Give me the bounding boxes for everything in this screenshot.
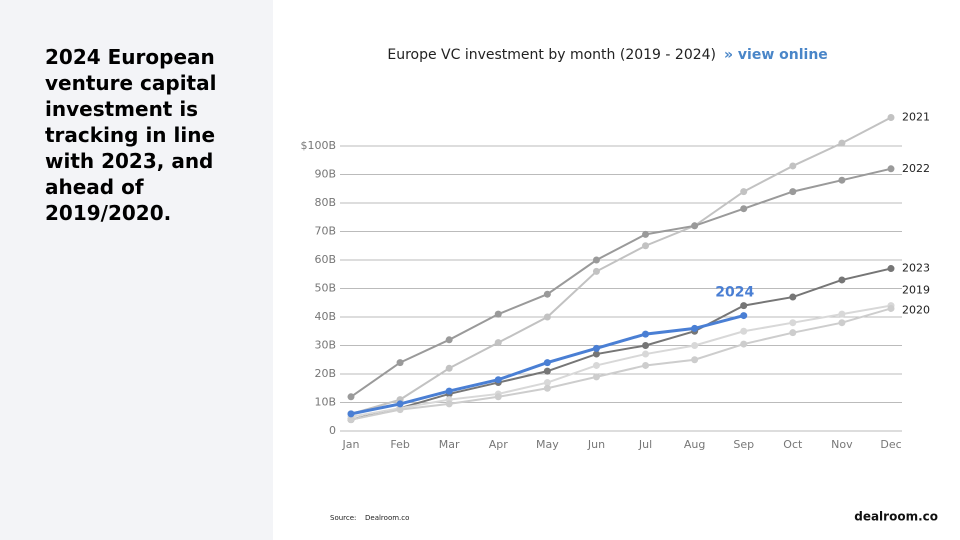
x-tick-label: Mar — [439, 438, 460, 451]
series-line — [350, 304, 892, 418]
data-point — [592, 373, 600, 381]
data-point — [347, 416, 355, 424]
x-tick-label: Jun — [587, 438, 605, 451]
data-point — [592, 344, 600, 352]
data-point — [642, 342, 650, 349]
x-tick-label: Oct — [783, 438, 803, 451]
data-point — [494, 310, 502, 318]
brand-logo: dealroom.co — [854, 510, 938, 524]
data-point — [887, 265, 895, 273]
y-tick-label: 10B — [314, 396, 336, 409]
data-point — [642, 361, 650, 369]
x-tick-label: Nov — [831, 438, 853, 451]
data-point — [494, 376, 502, 384]
data-point — [642, 242, 650, 250]
data-point — [740, 327, 748, 335]
y-tick-label: 40B — [314, 310, 336, 323]
data-point — [494, 393, 502, 401]
data-point — [838, 276, 846, 284]
y-tick-label: 70B — [314, 225, 336, 238]
source: Dealroom.co — [365, 514, 409, 522]
x-tick-label: Sep — [733, 438, 754, 451]
series-label: 2020 — [902, 303, 930, 316]
data-point — [838, 176, 846, 184]
data-point — [740, 340, 748, 348]
data-point — [347, 410, 355, 418]
headline: 2024 European venture capital investment… — [45, 45, 217, 225]
data-point — [592, 256, 600, 264]
series-label: 2024 — [715, 285, 754, 301]
data-point — [494, 339, 502, 347]
data-point — [592, 361, 600, 369]
x-tick-label: Dec — [880, 438, 901, 451]
series-line — [350, 307, 892, 421]
chart-title: Europe VC investment by month (2019 - 20… — [387, 47, 716, 63]
data-point — [691, 356, 699, 364]
data-point — [740, 188, 748, 196]
data-point — [543, 290, 551, 298]
data-point — [642, 350, 650, 358]
data-point — [445, 336, 453, 344]
data-point — [396, 400, 404, 408]
data-point — [691, 324, 699, 332]
series-label: 2022 — [902, 162, 930, 175]
data-point — [592, 267, 600, 275]
data-point — [887, 304, 895, 312]
y-tick-label: 30B — [314, 339, 336, 352]
series-line — [350, 267, 892, 421]
y-tick-label: $100B — [300, 139, 336, 152]
data-point — [887, 165, 895, 173]
data-point — [887, 114, 895, 121]
x-tick-label: Jan — [342, 438, 360, 451]
data-point — [396, 359, 404, 367]
data-point — [543, 313, 551, 321]
data-point — [740, 302, 748, 310]
data-point — [445, 364, 453, 372]
data-point — [543, 379, 551, 387]
data-point — [543, 367, 551, 375]
x-tick-label: Feb — [390, 438, 409, 451]
data-point — [445, 400, 453, 408]
data-point — [642, 230, 650, 238]
y-tick-label: 60B — [314, 253, 336, 266]
data-point — [740, 205, 748, 213]
x-tick-label: May — [536, 438, 559, 451]
y-tick-label: 20B — [314, 367, 336, 380]
data-point — [838, 310, 846, 318]
data-point — [838, 319, 846, 327]
data-point — [740, 312, 748, 320]
x-tick-label: Jul — [638, 438, 652, 451]
data-point — [789, 319, 797, 327]
series-label: 2019 — [902, 284, 930, 297]
data-point — [543, 359, 551, 367]
data-point — [691, 342, 699, 349]
y-tick-label: 0 — [329, 424, 336, 437]
data-point — [642, 330, 650, 338]
data-point — [445, 387, 453, 395]
data-point — [592, 350, 600, 358]
data-point — [691, 222, 699, 230]
y-tick-label: 50B — [314, 282, 336, 295]
side-panel: 2024 European venture capital investment… — [0, 0, 273, 540]
series-label: 2023 — [902, 262, 930, 275]
x-tick-label: Apr — [489, 438, 509, 451]
series-label: 2021 — [902, 111, 930, 124]
data-point — [789, 293, 797, 301]
y-tick-label: 80B — [314, 196, 336, 209]
data-point — [396, 406, 404, 414]
data-point — [789, 162, 797, 170]
view-online-link[interactable]: » view online — [724, 47, 828, 63]
series-line — [350, 116, 892, 415]
data-point — [789, 329, 797, 337]
y-tick-label: 90B — [314, 168, 336, 181]
data-point — [838, 139, 846, 147]
series-line — [350, 167, 892, 398]
data-point — [789, 188, 797, 196]
data-point — [347, 393, 355, 401]
data-point — [543, 384, 551, 392]
x-tick-label: Aug — [684, 438, 705, 451]
source-label: Source: — [330, 514, 356, 522]
